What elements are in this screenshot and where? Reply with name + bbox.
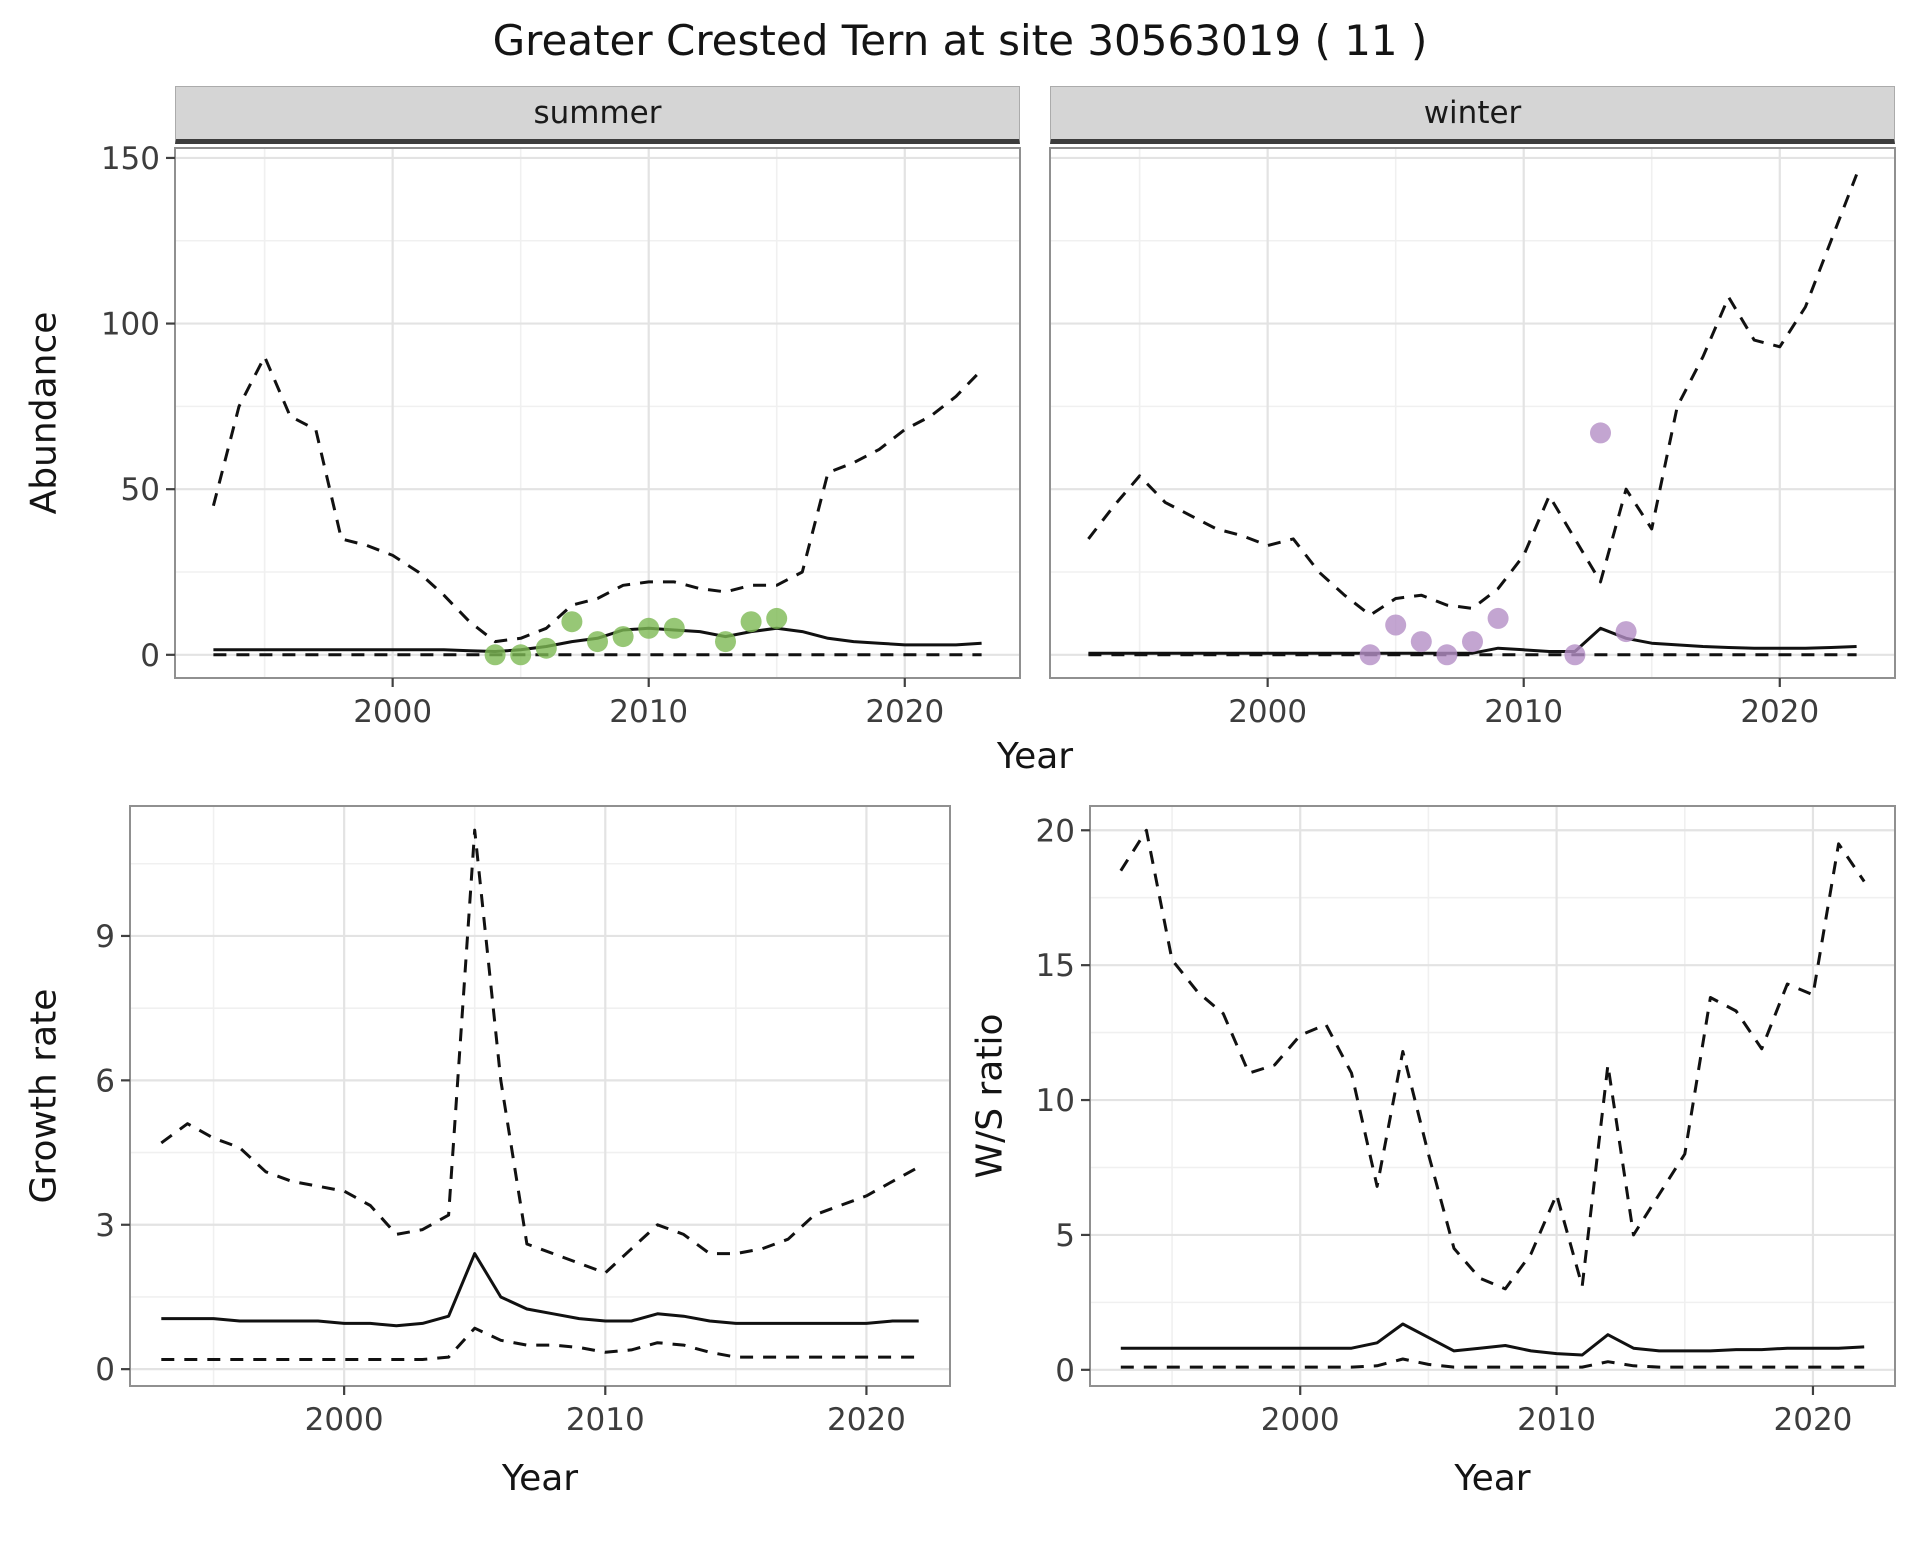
top-x-axis-title: Year <box>996 736 1074 777</box>
y-tick-label: 10 <box>1036 1083 1075 1119</box>
x-tick-label: 2010 <box>609 694 688 730</box>
facet-strip-winter: winter <box>1050 86 1895 144</box>
facet-strip-summer: summer <box>175 86 1020 144</box>
panel-background <box>1050 148 1895 678</box>
growth-rate-upper-ci-line <box>160 828 920 1275</box>
x-tick-label: 2010 <box>1484 694 1563 730</box>
growth-rate-lower-ci-line <box>161 1326 919 1361</box>
x-tick-label: 2010 <box>1517 1402 1596 1438</box>
x-tick-label: 2000 <box>1261 1402 1340 1438</box>
y-tick-label: 20 <box>1036 813 1075 849</box>
observed-counts-winter-point <box>1436 644 1458 666</box>
observed-counts-winter-point <box>1462 631 1483 653</box>
observed-counts-summer-point <box>612 626 634 648</box>
observed-counts-summer-point <box>766 607 788 629</box>
observed-counts-summer-point <box>587 631 608 653</box>
x-tick-label: 2010 <box>566 1402 645 1438</box>
panel-border <box>174 147 1021 679</box>
panel-background <box>175 148 1020 678</box>
panel-border <box>129 805 951 1387</box>
observed-counts-winter-point <box>1564 644 1586 666</box>
observed-counts-winter-point <box>1590 422 1611 444</box>
chart-title: Greater Crested Tern at site 30563019 ( … <box>492 16 1428 65</box>
observed-counts-summer-point <box>535 637 557 659</box>
y-tick-label: 9 <box>95 919 115 955</box>
facet-label-summer: summer <box>533 95 662 131</box>
growth-y-axis-title: Growth rate <box>23 988 65 1204</box>
growth-x-axis-title: Year <box>501 1458 579 1499</box>
observed-counts-summer-point <box>663 617 685 639</box>
y-tick-label: 150 <box>101 144 160 177</box>
observed-counts-summer-point <box>484 644 506 666</box>
observed-counts-winter-point <box>1410 631 1432 653</box>
y-tick-label: 50 <box>121 472 160 508</box>
growth-rate-chart: 2000 2010 2020 0 3 6 9 <box>95 805 951 1438</box>
x-tick-label: 2000 <box>353 694 432 730</box>
abundance-summer-chart: 2000 2010 2020 0 50 100 150 <box>101 144 1021 730</box>
observed-counts-summer-point <box>638 617 660 639</box>
ws-ratio-upper-ci-line <box>1119 828 1866 1291</box>
y-tick-label: 0 <box>1055 1353 1075 1389</box>
y-tick-label: 0 <box>95 1352 115 1388</box>
ws-ratio-median-line <box>1120 1322 1865 1357</box>
y-tick-label: 15 <box>1036 948 1075 984</box>
x-tick-label: 2020 <box>865 694 944 730</box>
ws-y-axis-title: W/S ratio <box>969 1013 1011 1179</box>
abundance-summer-upper-ci-line <box>211 355 983 644</box>
observed-counts-winter-point <box>1487 607 1509 629</box>
panel-border <box>1049 147 1896 679</box>
growth-rate-median-line <box>161 1252 919 1328</box>
y-tick-label: 5 <box>1055 1218 1075 1254</box>
facet-label-winter: winter <box>1423 95 1522 131</box>
y-tick-label: 100 <box>101 307 160 343</box>
ws-ratio-lower-ci-line <box>1120 1357 1865 1369</box>
panel-background <box>130 806 950 1386</box>
observed-counts-winter-point <box>1385 614 1407 636</box>
observed-counts-summer-point <box>740 611 762 633</box>
y-tick-label: 0 <box>140 638 160 674</box>
observed-counts-summer-point <box>561 611 583 633</box>
x-tick-label: 2000 <box>305 1402 384 1438</box>
observed-counts-summer-point <box>715 631 736 653</box>
x-tick-label: 2020 <box>1774 1402 1853 1438</box>
panel-background <box>1090 806 1895 1386</box>
ws-x-axis-title: Year <box>1454 1458 1531 1499</box>
abundance-winter-median-line <box>1088 626 1857 655</box>
observed-counts-winter-point <box>1615 621 1637 643</box>
ws-ratio-chart: 2000 2010 2020 0 5 10 15 20 <box>1036 805 1896 1438</box>
x-tick-label: 2000 <box>1228 694 1307 730</box>
y-tick-label: 6 <box>95 1063 115 1099</box>
observed-counts-winter-point <box>1359 644 1381 666</box>
abundance-winter-chart: 2000 2010 2020 <box>1049 147 1896 730</box>
panel-border <box>1089 805 1896 1387</box>
observed-counts-summer-point <box>510 644 532 666</box>
abundance-y-axis-title: Abundance <box>23 311 65 515</box>
x-tick-label: 2020 <box>827 1402 906 1438</box>
x-tick-label: 2020 <box>1740 694 1819 730</box>
y-tick-label: 3 <box>95 1208 115 1244</box>
